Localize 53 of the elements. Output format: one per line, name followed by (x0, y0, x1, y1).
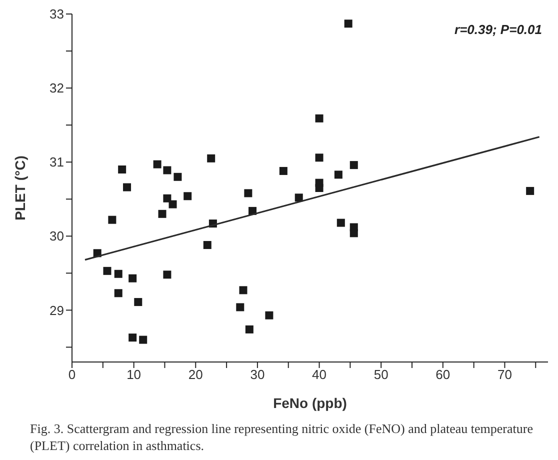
point (334, 170, 342, 179)
point (108, 216, 116, 224)
x-tick-label: 20 (188, 367, 203, 382)
point (350, 161, 358, 170)
point (315, 184, 324, 192)
y-tick-label: 31 (50, 154, 64, 170)
x-tick-label: 60 (436, 367, 450, 382)
x-tick-label: 70 (497, 367, 512, 382)
point (279, 166, 288, 175)
point (123, 183, 132, 192)
x-tick-label: 30 (250, 367, 265, 382)
point (139, 336, 148, 344)
point (128, 274, 137, 282)
point (174, 172, 182, 181)
point (158, 210, 166, 218)
point (103, 266, 112, 275)
point (207, 154, 216, 162)
point (128, 334, 137, 342)
x-tick-label: 40 (312, 367, 327, 382)
x-tick-label: 50 (374, 367, 388, 382)
y-tick-label: 29 (50, 302, 64, 318)
point (236, 303, 244, 312)
point (336, 218, 345, 227)
point (265, 311, 274, 320)
point (315, 114, 324, 122)
point (203, 241, 212, 250)
point (163, 270, 172, 279)
point (244, 189, 252, 198)
y-tick-label: 30 (50, 228, 64, 244)
point (114, 270, 122, 278)
point (294, 194, 303, 202)
x-tick-label: 10 (126, 367, 142, 382)
point (134, 298, 142, 306)
point (350, 229, 358, 238)
point (114, 289, 122, 298)
point (245, 325, 254, 334)
point (239, 286, 248, 294)
point (184, 192, 192, 200)
y-axis-title: PLET (°C) (12, 156, 28, 220)
point (168, 200, 177, 208)
y-tick-label: 32 (50, 80, 64, 96)
point (526, 186, 534, 195)
caption: Fig. 3. Scattergram and regression line representing nitric oxide (FeNO) and plateau temperature (PLET) correlation in asthmatics. (30, 420, 534, 454)
y-tick-label: 33 (50, 6, 64, 22)
point (344, 20, 352, 28)
x-tick-label: 0 (68, 367, 76, 382)
point (118, 165, 126, 174)
point (153, 160, 162, 168)
x-axis-title: FeNo (ppb) (273, 395, 347, 411)
annotation: r=0.39; P=0.01 (454, 22, 542, 37)
point (163, 194, 172, 202)
point (315, 154, 324, 162)
point (163, 166, 172, 174)
